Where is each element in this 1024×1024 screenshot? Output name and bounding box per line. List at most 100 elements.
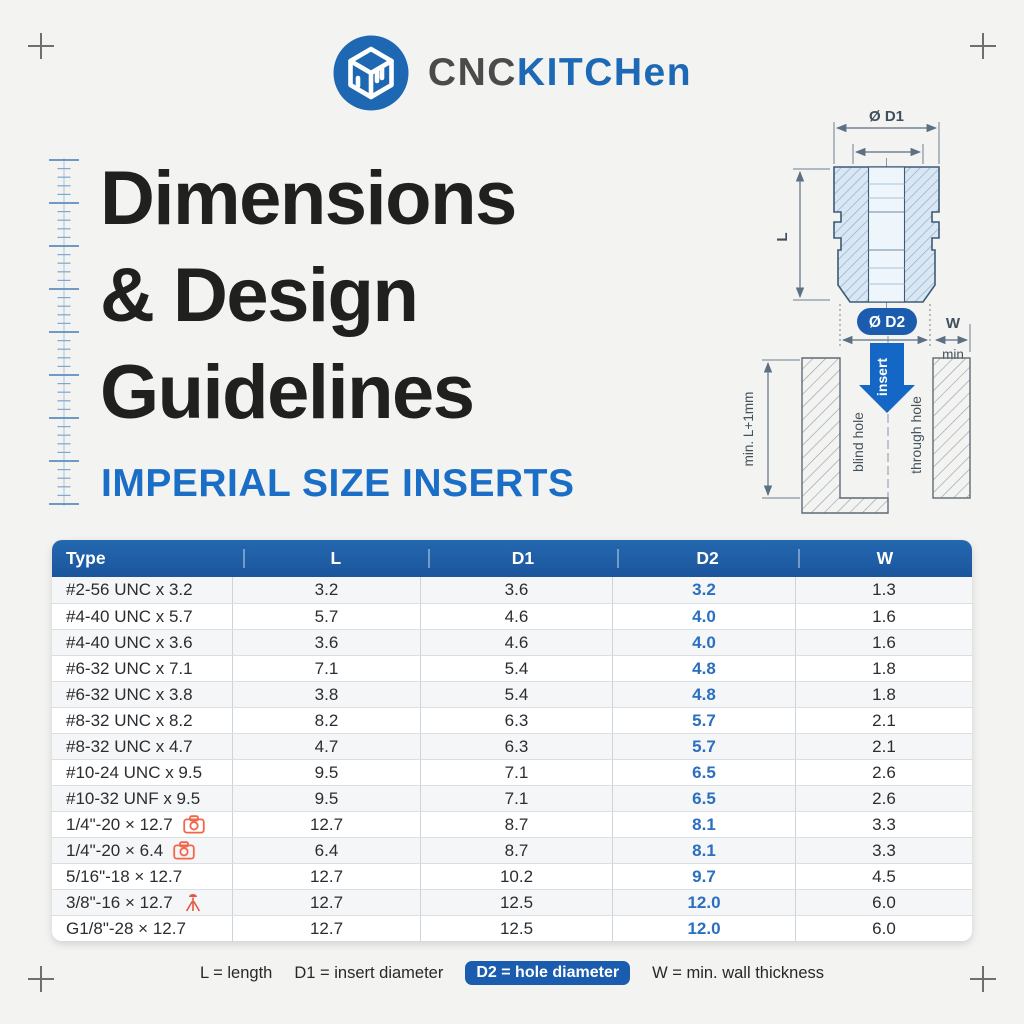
page-title: Dimensions & Design Guidelines	[100, 150, 517, 441]
cell-d1: 6.3	[420, 708, 612, 733]
cell-type-label: #4-40 UNC x 5.7	[66, 606, 193, 626]
cell-l: 8.2	[232, 708, 420, 733]
table-row: #6-32 UNC x 7.1 7.1 5.4 4.8 1.8	[52, 655, 972, 681]
cell-w: 4.5	[795, 864, 972, 889]
cell-d2: 6.5	[612, 786, 795, 811]
cell-w: 1.8	[795, 656, 972, 681]
cnc-kitchen-cube-icon	[333, 35, 409, 111]
table-row: #8-32 UNC x 8.2 8.2 6.3 5.7 2.1	[52, 707, 972, 733]
cell-type-label: #8-32 UNC x 8.2	[66, 710, 193, 730]
cell-d2: 4.0	[612, 630, 795, 655]
column-header-w: W	[797, 540, 972, 577]
cell-d1: 3.6	[420, 577, 612, 603]
column-header-d1: D1	[428, 540, 617, 577]
cell-type-label: #6-32 UNC x 3.8	[66, 684, 193, 704]
d2-badge	[857, 308, 917, 335]
cell-d2: 8.1	[612, 812, 795, 837]
cell-d1: 8.7	[420, 838, 612, 863]
cell-d2: 12.0	[612, 890, 795, 915]
cell-d2: 12.0	[612, 916, 795, 941]
title-line-1: Dimensions	[100, 156, 517, 241]
table-row: #10-32 UNF x 9.5 9.5 7.1 6.5 2.6	[52, 785, 972, 811]
cell-w: 1.6	[795, 604, 972, 629]
cell-w: 6.0	[795, 916, 972, 941]
table-row: #8-32 UNC x 4.7 4.7 6.3 5.7 2.1	[52, 733, 972, 759]
threaded-insert-cross-section	[833, 166, 940, 303]
camera-icon	[173, 841, 195, 860]
cell-type-label: #8-32 UNC x 4.7	[66, 736, 193, 756]
insert-technical-diagram: Ø D1 L	[740, 100, 1024, 525]
title-line-3: Guidelines	[100, 350, 475, 435]
camera-icon	[183, 815, 205, 834]
cell-d2: 4.8	[612, 656, 795, 681]
blind-hole-wall	[801, 357, 889, 514]
cell-type-label: #10-32 UNF x 9.5	[66, 788, 201, 808]
crop-mark	[970, 33, 996, 59]
cell-d2: 3.2	[612, 577, 795, 603]
crop-mark	[28, 966, 54, 992]
cell-l: 5.7	[232, 604, 420, 629]
blind-hole-label: blind hole	[850, 412, 866, 472]
cell-l: 4.7	[232, 734, 420, 759]
page-subtitle: IMPERIAL SIZE INSERTS	[101, 462, 575, 505]
cell-w: 2.6	[795, 786, 972, 811]
d1-dimension-label: Ø D1	[869, 108, 904, 125]
cell-l: 12.7	[232, 916, 420, 941]
title-line-2: & Design	[100, 253, 419, 338]
cell-type-label: 1/4"-20 × 6.4	[66, 840, 164, 860]
legend-d1: D1 = insert diameter	[294, 963, 444, 982]
cell-w: 3.3	[795, 812, 972, 837]
table-header: Type L D1 D2 W	[52, 540, 972, 577]
table-row: #10-24 UNC x 9.5 9.5 7.1 6.5 2.6	[52, 759, 972, 785]
cell-l: 3.6	[232, 630, 420, 655]
through-hole-label: through hole	[908, 396, 924, 474]
cell-type-label: 3/8"-16 × 12.7	[66, 892, 173, 912]
cell-w: 3.3	[795, 838, 972, 863]
cell-l: 9.5	[232, 760, 420, 785]
cell-d1: 10.2	[420, 864, 612, 889]
brand-wordmark: CNCKITCHen	[428, 51, 692, 95]
legend-footer: L = length D1 = insert diameter D2 = hol…	[0, 961, 1024, 985]
cell-l: 3.8	[232, 682, 420, 707]
cell-d2: 4.8	[612, 682, 795, 707]
cell-type-label: #2-56 UNC x 3.2	[66, 580, 193, 599]
cell-d2: 9.7	[612, 864, 795, 889]
brand-header: CNCKITCHen	[0, 34, 1024, 112]
cell-w: 2.1	[795, 734, 972, 759]
cell-w: 1.8	[795, 682, 972, 707]
table-body: #2-56 UNC x 3.2 3.2 3.6 3.2 1.3 #4-40 UN…	[52, 577, 972, 941]
through-hole-wall	[932, 357, 971, 499]
legend-w: W = min. wall thickness	[652, 963, 824, 982]
table-row: G1/8"-28 × 12.7 12.7 12.5 12.0 6.0	[52, 915, 972, 941]
column-header-l: L	[243, 540, 428, 577]
cell-type-label: #10-24 UNC x 9.5	[66, 762, 203, 782]
legend-l: L = length	[200, 963, 273, 982]
cell-d2: 5.7	[612, 734, 795, 759]
depth-dimension-label: min. L+1mm	[741, 392, 756, 467]
cell-w: 1.3	[795, 577, 972, 603]
d2-badge-label: Ø D2	[869, 314, 905, 331]
column-header-type: Type	[66, 548, 106, 568]
cell-w: 2.1	[795, 708, 972, 733]
crop-mark	[28, 33, 54, 59]
insert-arrow-label: insert	[874, 358, 890, 396]
cell-type-label: #6-32 UNC x 7.1	[66, 658, 193, 678]
cell-d1: 7.1	[420, 760, 612, 785]
tripod-icon	[183, 893, 203, 913]
cell-d2: 4.0	[612, 604, 795, 629]
table-row: #2-56 UNC x 3.2 3.2 3.6 3.2 1.3	[52, 577, 972, 603]
table-row: #6-32 UNC x 3.8 3.8 5.4 4.8 1.8	[52, 681, 972, 707]
cell-w: 1.6	[795, 630, 972, 655]
legend-d2-badge: D2 = hole diameter	[465, 961, 631, 985]
l-dimension-label: L	[774, 232, 791, 241]
cell-l: 12.7	[232, 812, 420, 837]
cell-d1: 5.4	[420, 656, 612, 681]
insert-dimensions-table: Type L D1 D2 W #2-56 UNC x 3.2 3.2 3.6 3…	[52, 540, 972, 941]
insert-direction-arrow	[859, 343, 915, 413]
cell-l: 9.5	[232, 786, 420, 811]
cell-l: 12.7	[232, 890, 420, 915]
cell-d1: 4.6	[420, 604, 612, 629]
table-row: #4-40 UNC x 5.7 5.7 4.6 4.0 1.6	[52, 603, 972, 629]
table-row: 1/4"-20 × 6.4 6.4 8.7 8.1 3.3	[52, 837, 972, 863]
